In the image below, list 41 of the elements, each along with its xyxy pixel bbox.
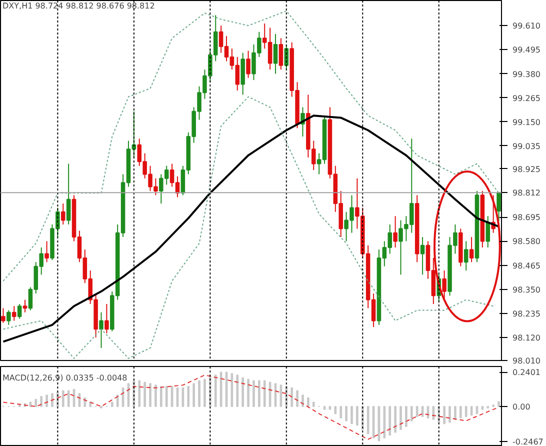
candlestick [66,163,71,225]
y-tick-label: 98.925 [512,164,540,174]
candlestick [44,240,49,263]
y-tick-label: 99.035 [512,142,540,151]
y-tick-label: 0.2401 [512,368,540,378]
candlestick [464,240,468,271]
y-tick-label: 98.580 [512,237,540,246]
candlestick [6,310,11,326]
candlestick [442,270,446,300]
y-tick-label: 98.120 [512,333,540,342]
y-tick-label: 98.465 [512,261,540,270]
ref-line-label: 98.812 [512,188,540,198]
y-tick-label: 98.695 [512,213,540,222]
candlestick [393,216,398,248]
candlestick [469,236,474,263]
y-tick-label: 99.495 [512,46,540,55]
candlestick [104,303,109,334]
chart-title: DXY,H1 98.724 98.812 98.676 98.812 [2,2,155,10]
y-tick-label: 98.350 [512,285,540,294]
candlestick [1,308,6,324]
text: MACD(12,26,9) 0.0335 -0.0048 [2,374,128,382]
y-tick-label: 99.150 [512,118,540,127]
candlestick [60,203,66,225]
candlestick [420,236,425,276]
y-tick-label: 98.010 [512,356,540,366]
line-series [2,10,500,282]
candlestick [22,299,28,313]
candlestick [246,50,250,78]
y-tick-label: 98.235 [512,309,540,318]
candlestick [278,38,284,70]
y-tick-label: 99.610 [512,22,540,31]
candlestick [273,33,278,74]
y-tick-label: 99.265 [512,94,540,103]
y-tick-label: 99.380 [512,70,540,79]
y-tick-label: -0.2467 [512,438,544,446]
candlestick [17,303,22,320]
candlestick [496,192,501,222]
line-series [2,374,500,440]
y-tick-label: 0.00 [512,402,530,412]
candlestick [99,312,104,348]
candlestick [12,306,16,322]
